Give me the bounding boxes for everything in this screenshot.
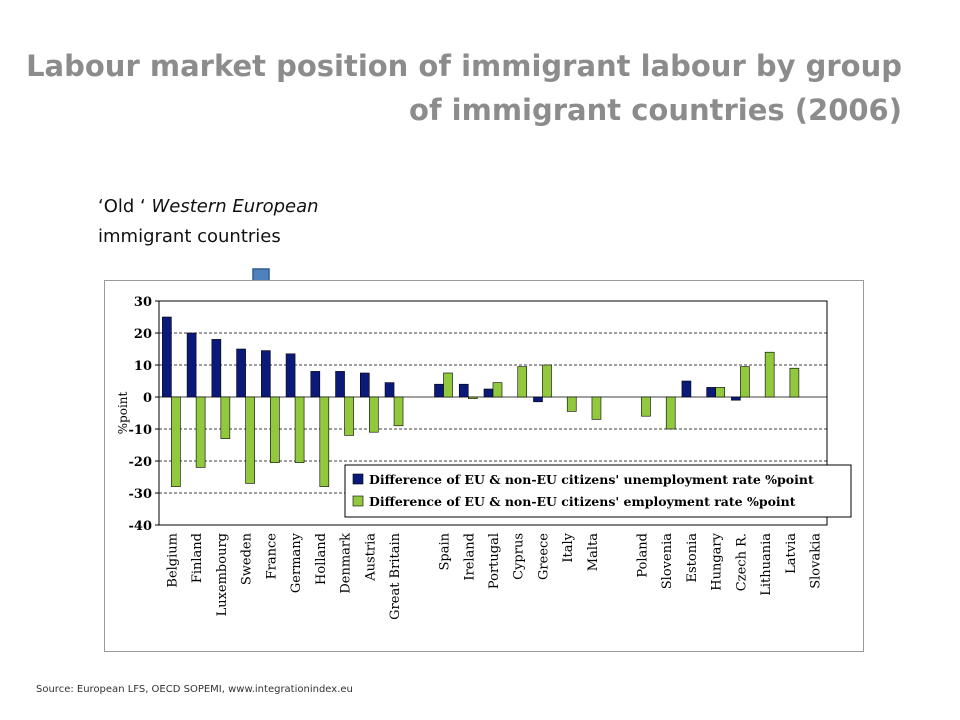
employment-bar (764, 351, 775, 398)
employment-bar (641, 396, 651, 417)
x-tick-label: Slovakia (809, 533, 824, 589)
legend-box (344, 464, 852, 518)
unemployment-bar (533, 396, 543, 403)
unemployment-bar (186, 332, 197, 398)
x-tick-label: Sweden (240, 532, 255, 585)
legend-label: Difference of EU & non-EU citizens' unem… (369, 472, 814, 487)
x-tick-label: Slovenia (660, 533, 675, 589)
employment-bar (492, 382, 503, 398)
x-tick-label: Portugal (487, 533, 502, 589)
unemployment-bar (706, 387, 716, 398)
x-tick-label: Luxembourg (215, 533, 230, 616)
x-tick-label: Denmark (339, 533, 354, 594)
y-tick-label: 10 (134, 359, 152, 374)
employment-bar (665, 396, 676, 430)
x-tick-label: Spain (438, 532, 453, 570)
employment-bar (368, 396, 379, 433)
y-tick-label: -30 (129, 487, 153, 502)
employment-bar (344, 396, 354, 436)
plot-area (158, 300, 828, 526)
unemployment-bar (458, 383, 469, 398)
y-tick-label: 30 (134, 295, 152, 310)
y-tick-label: -10 (129, 423, 153, 438)
x-tick-label: Lithuania (759, 533, 774, 596)
x-tick-label: Holland (314, 533, 329, 585)
x-tick-label: Austria (363, 533, 378, 582)
slide-title-line2: of immigrant countries (2006) (409, 93, 902, 127)
employment-bar (715, 387, 725, 398)
x-tick-label: Belgium (165, 533, 180, 588)
y-axis-label: %point (116, 391, 130, 434)
legend-swatch (352, 495, 364, 507)
unemployment-bar (483, 388, 494, 398)
x-tick-label: Malta (586, 533, 601, 571)
x-tick-label: Greece (536, 533, 551, 580)
employment-bar (467, 396, 478, 399)
slide-title: Labour market position of immigrant labo… (22, 44, 902, 132)
x-tick-label: Cyprus (512, 533, 527, 580)
unemployment-bar (359, 372, 370, 398)
x-tick-label: Great Britain (388, 532, 403, 619)
unemployment-bar (211, 339, 222, 398)
y-tick-label: -20 (129, 455, 153, 470)
unemployment-bar (335, 371, 345, 398)
group-caption-line2: immigrant countries (98, 226, 281, 247)
employment-bar (195, 396, 206, 468)
legend-label: Difference of EU & non-EU citizens' empl… (369, 494, 796, 509)
employment-bar (789, 367, 800, 398)
employment-bar (220, 396, 231, 439)
employment-bar (171, 396, 181, 487)
chart-frame: 30 20 10 0 -10 -20 -30 -40 %point Belgium Finland L… (104, 280, 864, 652)
y-tick-label: 20 (134, 327, 152, 342)
employment-bar (393, 396, 404, 427)
source-note: Source: European LFS, OECD SOPEMI, www.i… (36, 684, 353, 695)
x-tick-label: Hungary (710, 532, 725, 590)
employment-bar (443, 372, 453, 398)
employment-bar (294, 396, 305, 463)
x-tick-label: Poland (635, 533, 650, 578)
x-tick-label: Czech R. (734, 533, 749, 591)
employment-bar (517, 366, 528, 398)
x-tick-label: Finland (190, 533, 205, 583)
employment-bar (566, 396, 577, 412)
unemployment-bar (162, 316, 172, 398)
legend-swatch (352, 473, 364, 485)
x-tick-label: Estonia (685, 533, 700, 583)
y-tick-label: -40 (129, 519, 153, 534)
x-tick-label: France (264, 533, 279, 580)
unemployment-bar (261, 350, 271, 398)
employment-bar (270, 396, 280, 463)
group-caption-italic: Western European (151, 196, 319, 217)
employment-bar (319, 396, 330, 487)
group-caption-line1: ‘Old ‘ Western European (98, 192, 319, 222)
unemployment-bar (310, 371, 321, 398)
unemployment-bar (384, 382, 395, 398)
bar-chart: 30 20 10 0 -10 -20 -30 -40 %point Belgium Finland L… (116, 295, 852, 620)
employment-bar (542, 364, 552, 398)
group-caption: ‘Old ‘ Western European immigrant countr… (98, 192, 319, 252)
unemployment-bar (285, 353, 296, 398)
unemployment-bar (731, 396, 741, 401)
x-tick-label: Germany (289, 532, 304, 593)
y-tick-label: 0 (143, 391, 152, 406)
x-tick-label: Ireland (462, 533, 477, 581)
employment-bar (740, 366, 750, 398)
unemployment-bar (681, 380, 692, 398)
unemployment-bar (236, 348, 246, 398)
x-tick-label: Italy (561, 532, 576, 562)
slide-title-line1: Labour market position of immigrant labo… (26, 49, 902, 83)
employment-bar (245, 396, 255, 484)
group-caption-quote: ‘Old ‘ (98, 196, 146, 217)
x-tick-label: Latvia (784, 533, 799, 574)
employment-bar (591, 396, 602, 420)
unemployment-bar (434, 383, 444, 398)
